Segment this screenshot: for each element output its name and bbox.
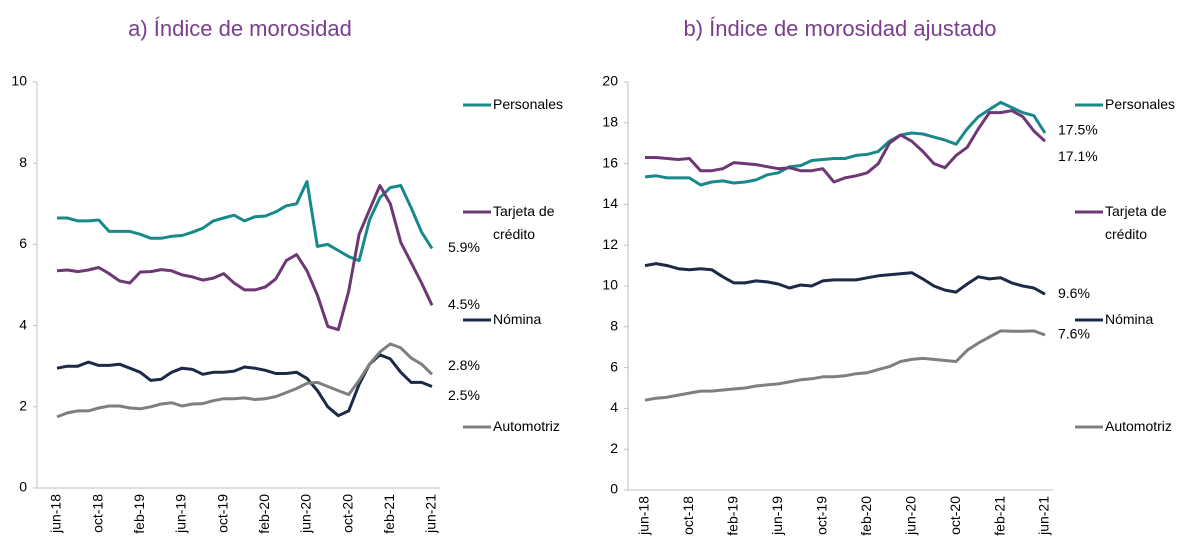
x-tick-label: feb-20 [858,496,874,536]
y-tick-label: 2 [19,398,27,414]
legend-entry: Personales [493,96,564,112]
y-tick-label: 18 [602,114,618,130]
series-line [57,180,434,263]
y-tick-label: 4 [610,399,618,415]
series-line [645,109,1047,184]
x-tick-label: oct-20 [339,494,355,533]
series-line [56,184,434,332]
x-tick-label: oct-20 [947,496,963,535]
value-label: 2.8% [448,357,480,373]
x-tick-label: jun-18 [636,496,652,536]
value-label: 5.9% [448,239,480,255]
y-tick-label: 10 [11,73,27,89]
value-label: 2.5% [448,387,480,403]
legend-entry: Automotriz [1105,418,1172,434]
x-tick-label: jun-21 [423,494,439,534]
legend-entry: Nómina [1105,311,1154,327]
y-tick-label: 12 [602,236,618,252]
value-label: 17.5% [1058,122,1098,138]
x-tick-label: jun-19 [173,494,189,534]
x-tick-label: jun-18 [48,494,64,534]
y-tick-label: 20 [602,73,618,89]
y-tick-label: 16 [602,154,618,170]
series-line [644,100,1047,187]
series-line [56,342,434,419]
value-label: 4.5% [448,296,480,312]
series-line [644,329,1046,402]
legend-entry: Personales [1105,96,1176,112]
x-tick-label: oct-18 [89,494,105,533]
chart-title: b) Índice de morosidad ajustado [683,16,996,41]
y-tick-label: 8 [610,318,618,334]
x-tick-label: jun-19 [769,496,785,536]
x-tick-label: jun-21 [1036,496,1052,536]
x-tick-label: oct-19 [813,496,829,535]
y-tick-label: 8 [19,154,27,170]
x-tick-label: feb-21 [381,494,397,534]
y-tick-label: 4 [19,316,27,332]
x-tick-label: feb-21 [991,496,1007,536]
chart-title: a) Índice de morosidad [128,16,352,41]
value-label: 17.1% [1058,148,1098,164]
x-tick-label: feb-20 [256,494,272,534]
y-tick-label: 6 [19,235,27,251]
y-tick-label: 0 [610,481,618,497]
legend-entry: Nómina [493,311,542,327]
x-tick-label: feb-19 [131,494,147,534]
x-tick-label: oct-19 [214,494,230,533]
legend-entry: Tarjeta de crédito [1105,203,1167,242]
y-tick-label: 10 [602,277,618,293]
y-tick-label: 2 [610,440,618,456]
legend-entry: Automotriz [493,418,560,434]
series-line [644,262,1046,296]
legend-entry: Tarjeta de crédito [493,203,555,242]
x-tick-label: feb-19 [725,496,741,536]
value-label: 7.6% [1058,326,1090,342]
y-tick-label: 6 [610,358,618,374]
value-label: 9.6% [1058,285,1090,301]
y-tick-label: 14 [602,195,618,211]
x-tick-label: jun-20 [902,496,918,536]
x-tick-label: oct-18 [680,496,696,535]
y-tick-label: 0 [19,479,27,495]
x-tick-label: jun-20 [298,494,314,534]
